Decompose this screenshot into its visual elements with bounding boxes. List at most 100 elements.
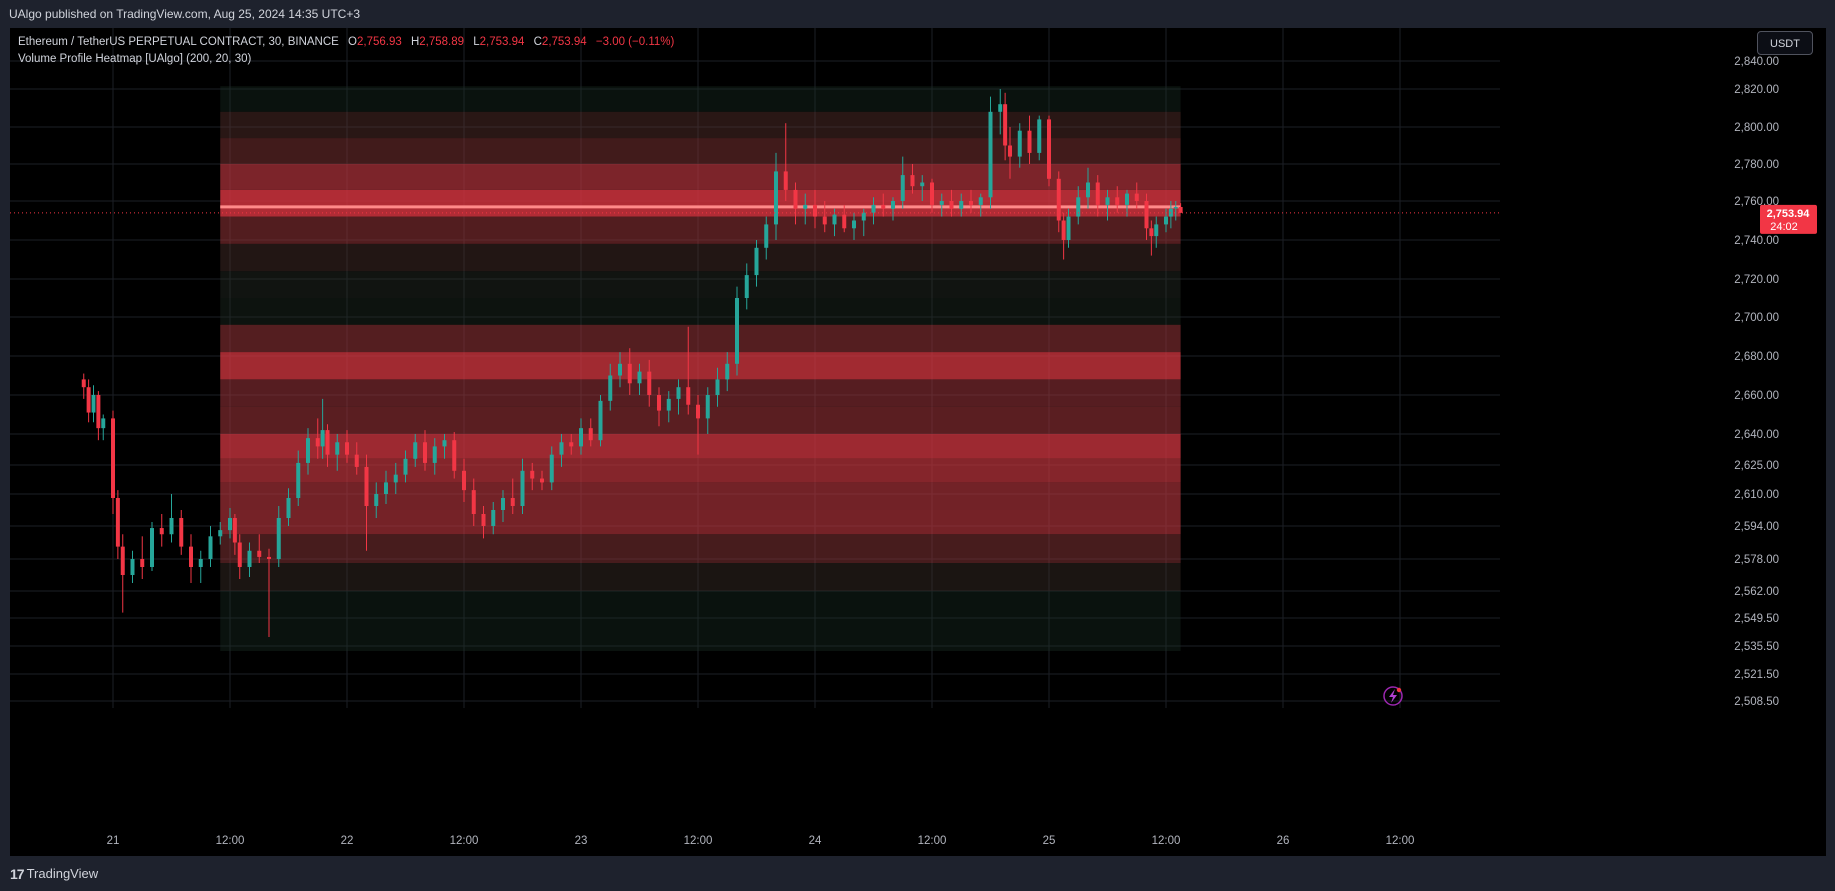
candle xyxy=(374,482,379,518)
candle xyxy=(1027,115,1032,164)
candle xyxy=(115,490,120,559)
candle-body xyxy=(910,175,915,187)
candle-body xyxy=(510,498,515,506)
candle-body xyxy=(725,363,730,380)
candle-body xyxy=(120,546,125,575)
candle-body xyxy=(1037,119,1042,153)
candle xyxy=(891,197,895,221)
candle-body xyxy=(959,201,964,209)
lightning-icon[interactable] xyxy=(1383,686,1403,706)
price-tick-label: 2,660.00 xyxy=(1734,390,1779,402)
candle-body xyxy=(374,494,379,506)
candle xyxy=(393,462,398,494)
candle-body xyxy=(96,395,101,429)
candle xyxy=(335,434,340,471)
high-key: H xyxy=(410,36,420,48)
candle xyxy=(442,434,447,459)
candle xyxy=(861,208,866,237)
candle xyxy=(91,385,96,423)
currency-button[interactable]: USDT xyxy=(1757,31,1813,55)
candle-body xyxy=(998,104,1003,112)
candle-body xyxy=(666,398,671,411)
candle-body xyxy=(364,466,369,506)
candle xyxy=(96,391,101,441)
candle xyxy=(540,470,544,491)
candle-body xyxy=(335,442,340,455)
candle xyxy=(423,430,427,471)
candle-body xyxy=(237,542,242,567)
chart-area[interactable]: 2,840.00 2,820.00 2,800.00 2,780.00 2,760.00… xyxy=(10,28,1826,856)
profile-row-base xyxy=(220,271,1181,298)
price-tick-label: 2,625.00 xyxy=(1734,460,1779,472)
profile-row xyxy=(220,271,1181,298)
candle-body xyxy=(115,498,120,547)
time-tick-label: 24 xyxy=(809,835,822,847)
candle xyxy=(364,454,369,551)
profile-row-base xyxy=(220,591,1181,651)
candle xyxy=(920,175,925,201)
time-axis[interactable]: 21 12:00 22 12:00 23 12:00 24 12:00 25 12:00 26 12:… xyxy=(107,835,1415,847)
candle xyxy=(257,534,262,563)
candle xyxy=(783,123,788,201)
candle-body xyxy=(403,458,408,475)
candle xyxy=(179,510,184,555)
candle-body xyxy=(1149,228,1154,237)
profile-row xyxy=(220,406,1181,434)
candle xyxy=(1134,182,1139,209)
candle-body xyxy=(393,474,398,483)
candle xyxy=(345,430,349,463)
close-value: 2,753.94 xyxy=(541,36,587,48)
candle xyxy=(520,458,525,514)
candle xyxy=(959,193,964,217)
candle-body xyxy=(169,518,174,535)
low-value: 2,753.94 xyxy=(479,36,525,48)
candle-body xyxy=(491,510,496,526)
price-tick-label: 2,700.00 xyxy=(1734,312,1779,324)
indicator-label[interactable]: Volume Profile Heatmap [UAlgo] (200, 20,… xyxy=(18,53,252,65)
candle xyxy=(988,96,993,209)
candle xyxy=(754,240,759,287)
price-tick-label: 2,508.50 xyxy=(1734,696,1779,708)
candle-body xyxy=(232,518,237,543)
price-tick-label: 2,640.00 xyxy=(1734,429,1779,441)
candle-body xyxy=(315,438,320,447)
price-tick-label: 2,521.50 xyxy=(1734,669,1779,681)
symbol-label[interactable]: Ethereum / TetherUS PERPETUAL CONTRACT, … xyxy=(18,36,339,48)
candle xyxy=(228,508,232,539)
candle xyxy=(910,164,915,194)
candle xyxy=(1115,186,1120,213)
candle-body xyxy=(257,550,262,557)
candle xyxy=(267,548,271,637)
candle xyxy=(696,395,700,455)
profile-row xyxy=(220,482,1181,510)
profile-row xyxy=(220,189,1181,217)
time-tick-label: 26 xyxy=(1277,835,1290,847)
candle xyxy=(559,434,564,467)
candle-body xyxy=(442,440,447,447)
candle xyxy=(705,387,710,434)
candle-body xyxy=(969,201,973,205)
candle-body xyxy=(764,224,769,248)
candle xyxy=(627,348,632,395)
candle xyxy=(237,534,242,579)
candle-body xyxy=(822,216,827,225)
candle xyxy=(939,193,944,217)
candle xyxy=(413,434,418,467)
low-key: L xyxy=(473,36,480,48)
brand-label[interactable]: TradingView xyxy=(26,866,99,881)
candle-body xyxy=(1017,130,1022,157)
candle xyxy=(1076,186,1081,225)
profile-row-base xyxy=(220,243,1181,272)
open-value: 2,756.93 xyxy=(356,36,402,48)
candle xyxy=(579,418,583,455)
candle-body xyxy=(618,363,622,376)
high-value: 2,758.89 xyxy=(419,36,465,48)
candlestick-chart[interactable]: 2,840.002,820.002,800.002,780.002,760.00… xyxy=(10,28,1826,856)
candle-body xyxy=(744,275,749,298)
candle-body xyxy=(871,204,876,213)
candle-body xyxy=(1056,178,1061,221)
candle xyxy=(1037,115,1042,161)
candle xyxy=(832,208,837,237)
tradingview-logo-icon[interactable]: 17 xyxy=(10,865,25,882)
price-axis[interactable]: 2,840.002,820.002,800.002,780.002,760.00… xyxy=(1734,56,1779,708)
